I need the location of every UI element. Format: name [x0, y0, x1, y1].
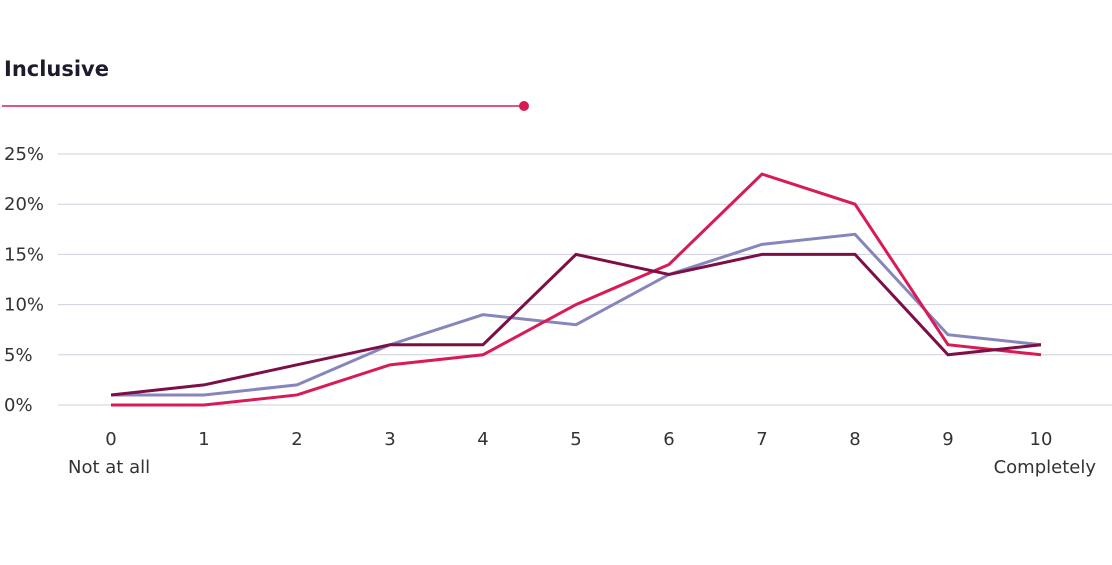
x-tick-label: 5: [570, 429, 581, 450]
series-line-3: [110, 252, 1042, 397]
x-tick-label: 6: [663, 429, 674, 450]
y-tick-label: 0%: [4, 395, 33, 416]
x-tick-label: 4: [477, 429, 488, 450]
x-tick-label: 3: [384, 429, 395, 450]
gridlines: [58, 153, 1112, 406]
y-tick-label: 10%: [4, 295, 44, 316]
chart-title: Inclusive: [4, 57, 109, 81]
x-label-end: Completely: [994, 457, 1097, 478]
x-tick-label: 10: [1030, 429, 1053, 450]
y-axis-tick-labels: 0% 5% 10% 15% 20% 25%: [4, 144, 44, 416]
x-tick-label: 1: [198, 429, 209, 450]
series-line-1: [111, 232, 1042, 397]
x-axis-tick-labels: 0 1 2 3 4 5 6 7 8 9 10: [105, 429, 1052, 450]
y-tick-label: 15%: [4, 244, 44, 265]
series-lines: [110, 172, 1042, 407]
x-tick-label: 9: [942, 429, 953, 450]
y-tick-label: 5%: [4, 345, 33, 366]
x-label-start: Not at all: [68, 457, 150, 478]
x-tick-label: 0: [105, 429, 116, 450]
series-line-2: [111, 172, 1042, 407]
x-tick-label: 7: [756, 429, 767, 450]
title-underline-dot: [519, 101, 529, 111]
x-tick-label: 2: [291, 429, 302, 450]
y-tick-label: 25%: [4, 144, 44, 165]
x-tick-label: 8: [849, 429, 860, 450]
y-tick-label: 20%: [4, 194, 44, 215]
